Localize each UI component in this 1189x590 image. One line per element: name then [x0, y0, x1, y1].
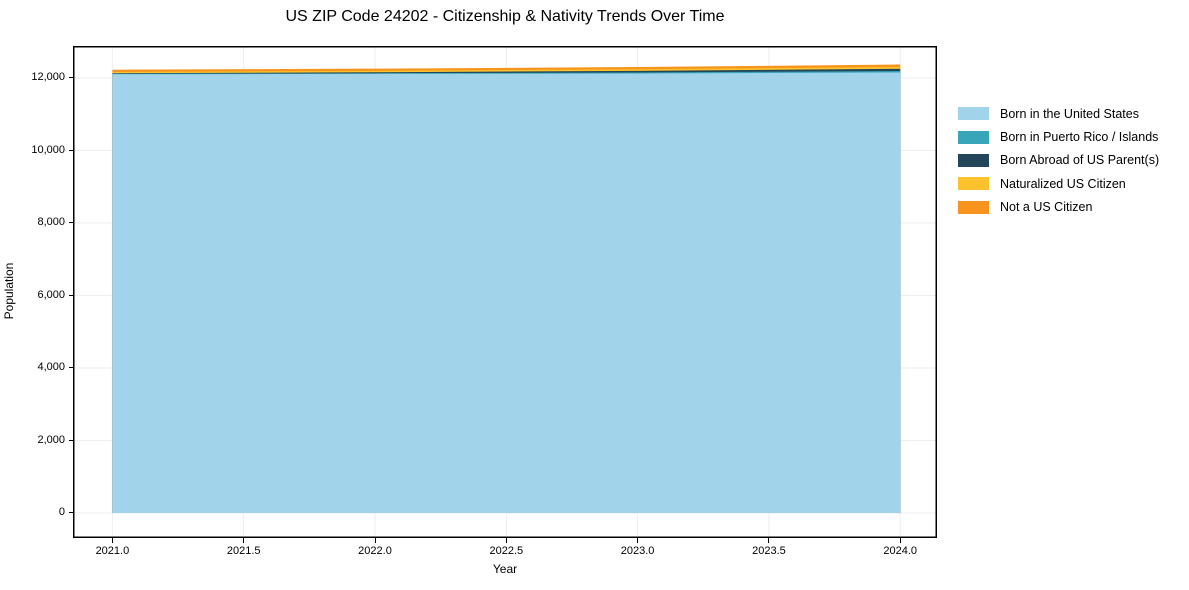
legend-item-not-a-us-citizen: Not a US Citizen	[958, 196, 1159, 219]
x-tick-label: 2023.0	[620, 545, 655, 557]
legend-swatch-born-in-puerto-rico-islands	[958, 130, 989, 144]
plot-area	[73, 46, 937, 538]
chart-title: US ZIP Code 24202 - Citizenship & Nativi…	[285, 8, 725, 25]
y-tick-mark	[69, 222, 73, 224]
y-tick-label: 6,000	[37, 288, 65, 301]
x-tick-label: 2024.0	[883, 545, 918, 557]
y-tick-label: 8,000	[37, 216, 65, 229]
y-tick-label: 10,000	[31, 143, 65, 156]
x-axis-label: Year	[492, 562, 518, 576]
x-tick-label: 2021.5	[226, 545, 261, 557]
x-tick-label: 2022.5	[489, 545, 524, 557]
y-tick-mark	[69, 294, 73, 296]
y-tick-mark	[69, 367, 73, 369]
legend: Born in the United States Born in Puerto …	[958, 102, 1159, 219]
y-axis-label: Population	[2, 262, 16, 320]
legend-label: Not a US Citizen	[1000, 200, 1093, 215]
x-tick-mark	[637, 538, 639, 543]
x-tick-label: 2023.5	[752, 545, 786, 557]
y-tick-label: 12,000	[31, 71, 65, 84]
area-chart-canvas	[73, 46, 937, 538]
y-tick-mark	[69, 77, 73, 79]
y-tick-label: 0	[58, 506, 65, 519]
legend-swatch-naturalized-us-citizen	[958, 177, 989, 191]
legend-item-born-in-the-united-states: Born in the United States	[958, 102, 1159, 125]
area-born-in-the-united-states	[112, 72, 901, 513]
x-tick-mark	[505, 538, 507, 543]
x-tick-mark	[899, 538, 901, 543]
legend-swatch-born-in-the-united-states	[958, 107, 989, 121]
y-tick-label: 4,000	[37, 361, 65, 374]
x-tick-mark	[111, 538, 113, 543]
plot-border	[73, 46, 937, 538]
y-tick-mark	[69, 439, 73, 441]
legend-label: Born Abroad of US Parent(s)	[1000, 153, 1160, 168]
y-tick-mark	[69, 149, 73, 151]
y-tick-label: 2,000	[37, 433, 65, 446]
x-tick-mark	[768, 538, 770, 543]
y-tick-mark	[69, 512, 73, 514]
legend-swatch-not-a-us-citizen	[958, 200, 989, 214]
x-tick-label: 2021.0	[95, 545, 130, 557]
legend-item-born-abroad-of-us-parent-s: Born Abroad of US Parent(s)	[958, 149, 1159, 172]
legend-item-naturalized-us-citizen: Naturalized US Citizen	[958, 172, 1159, 195]
legend-swatch-born-abroad-of-us-parent-s	[958, 153, 989, 167]
x-tick-label: 2022.0	[358, 545, 392, 557]
legend-label: Born in Puerto Rico / Islands	[1000, 130, 1159, 145]
x-tick-mark	[374, 538, 376, 543]
legend-item-born-in-puerto-rico-islands: Born in Puerto Rico / Islands	[958, 125, 1159, 148]
legend-label: Born in the United States	[1000, 106, 1139, 121]
x-tick-mark	[243, 538, 245, 543]
legend-label: Naturalized US Citizen	[1000, 176, 1126, 191]
